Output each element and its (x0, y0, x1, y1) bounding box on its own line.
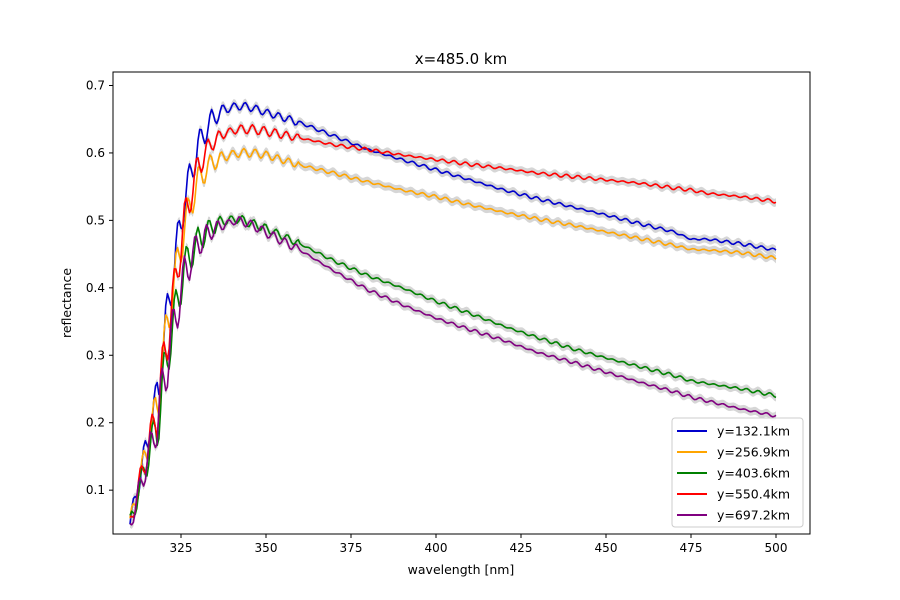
legend-items: y=132.1km y=256.9km y=403.6km y=550.4km y=69… (677, 424, 790, 523)
series-line (129, 123, 777, 519)
x-tick-label: 400 (425, 541, 448, 555)
series-line (129, 216, 777, 526)
y-tick-label: 0.1 (86, 483, 105, 497)
x-tick-label: 425 (510, 541, 533, 555)
y-axis-title: reflectance (59, 268, 74, 338)
legend-label: y=132.1km (717, 424, 790, 439)
y-tick-label: 0.2 (86, 416, 105, 430)
x-tick-label: 375 (340, 541, 363, 555)
y-tick-label: 0.5 (86, 213, 105, 227)
series-lines (129, 101, 777, 526)
x-tick-label: 450 (595, 541, 618, 555)
x-tick-label: 500 (765, 541, 788, 555)
plot-frame (112, 71, 811, 535)
y-tick-label: 0.7 (86, 78, 105, 92)
legend-label: y=256.9km (717, 445, 790, 460)
x-tick-label: 475 (680, 541, 703, 555)
series-line (129, 101, 777, 525)
series-line (129, 147, 777, 519)
x-axis-title: wavelength [nm] (408, 562, 515, 577)
x-tick-label: 350 (255, 541, 278, 555)
series-band (130, 211, 776, 520)
uncertainty-bands (130, 98, 776, 529)
x-axis: 325 350 375 400 425 450 475 500 (170, 534, 788, 555)
legend-label: y=550.4km (717, 487, 790, 502)
legend: y=132.1km y=256.9km y=403.6km y=550.4km y=69… (671, 417, 804, 528)
y-tick-label: 0.4 (86, 281, 105, 295)
legend-label: y=403.6km (717, 466, 790, 481)
y-tick-label: 0.3 (86, 348, 105, 362)
plot-area (112, 71, 811, 535)
series-line (129, 214, 777, 516)
y-axis: 0.1 0.2 0.3 0.4 0.5 0.6 0.7 (86, 78, 113, 497)
legend-box (671, 417, 804, 528)
x-tick-label: 325 (170, 541, 193, 555)
y-tick-label: 0.6 (86, 146, 105, 160)
legend-label: y=697.2km (717, 508, 790, 523)
chart-title: x=485.0 km (415, 50, 507, 68)
